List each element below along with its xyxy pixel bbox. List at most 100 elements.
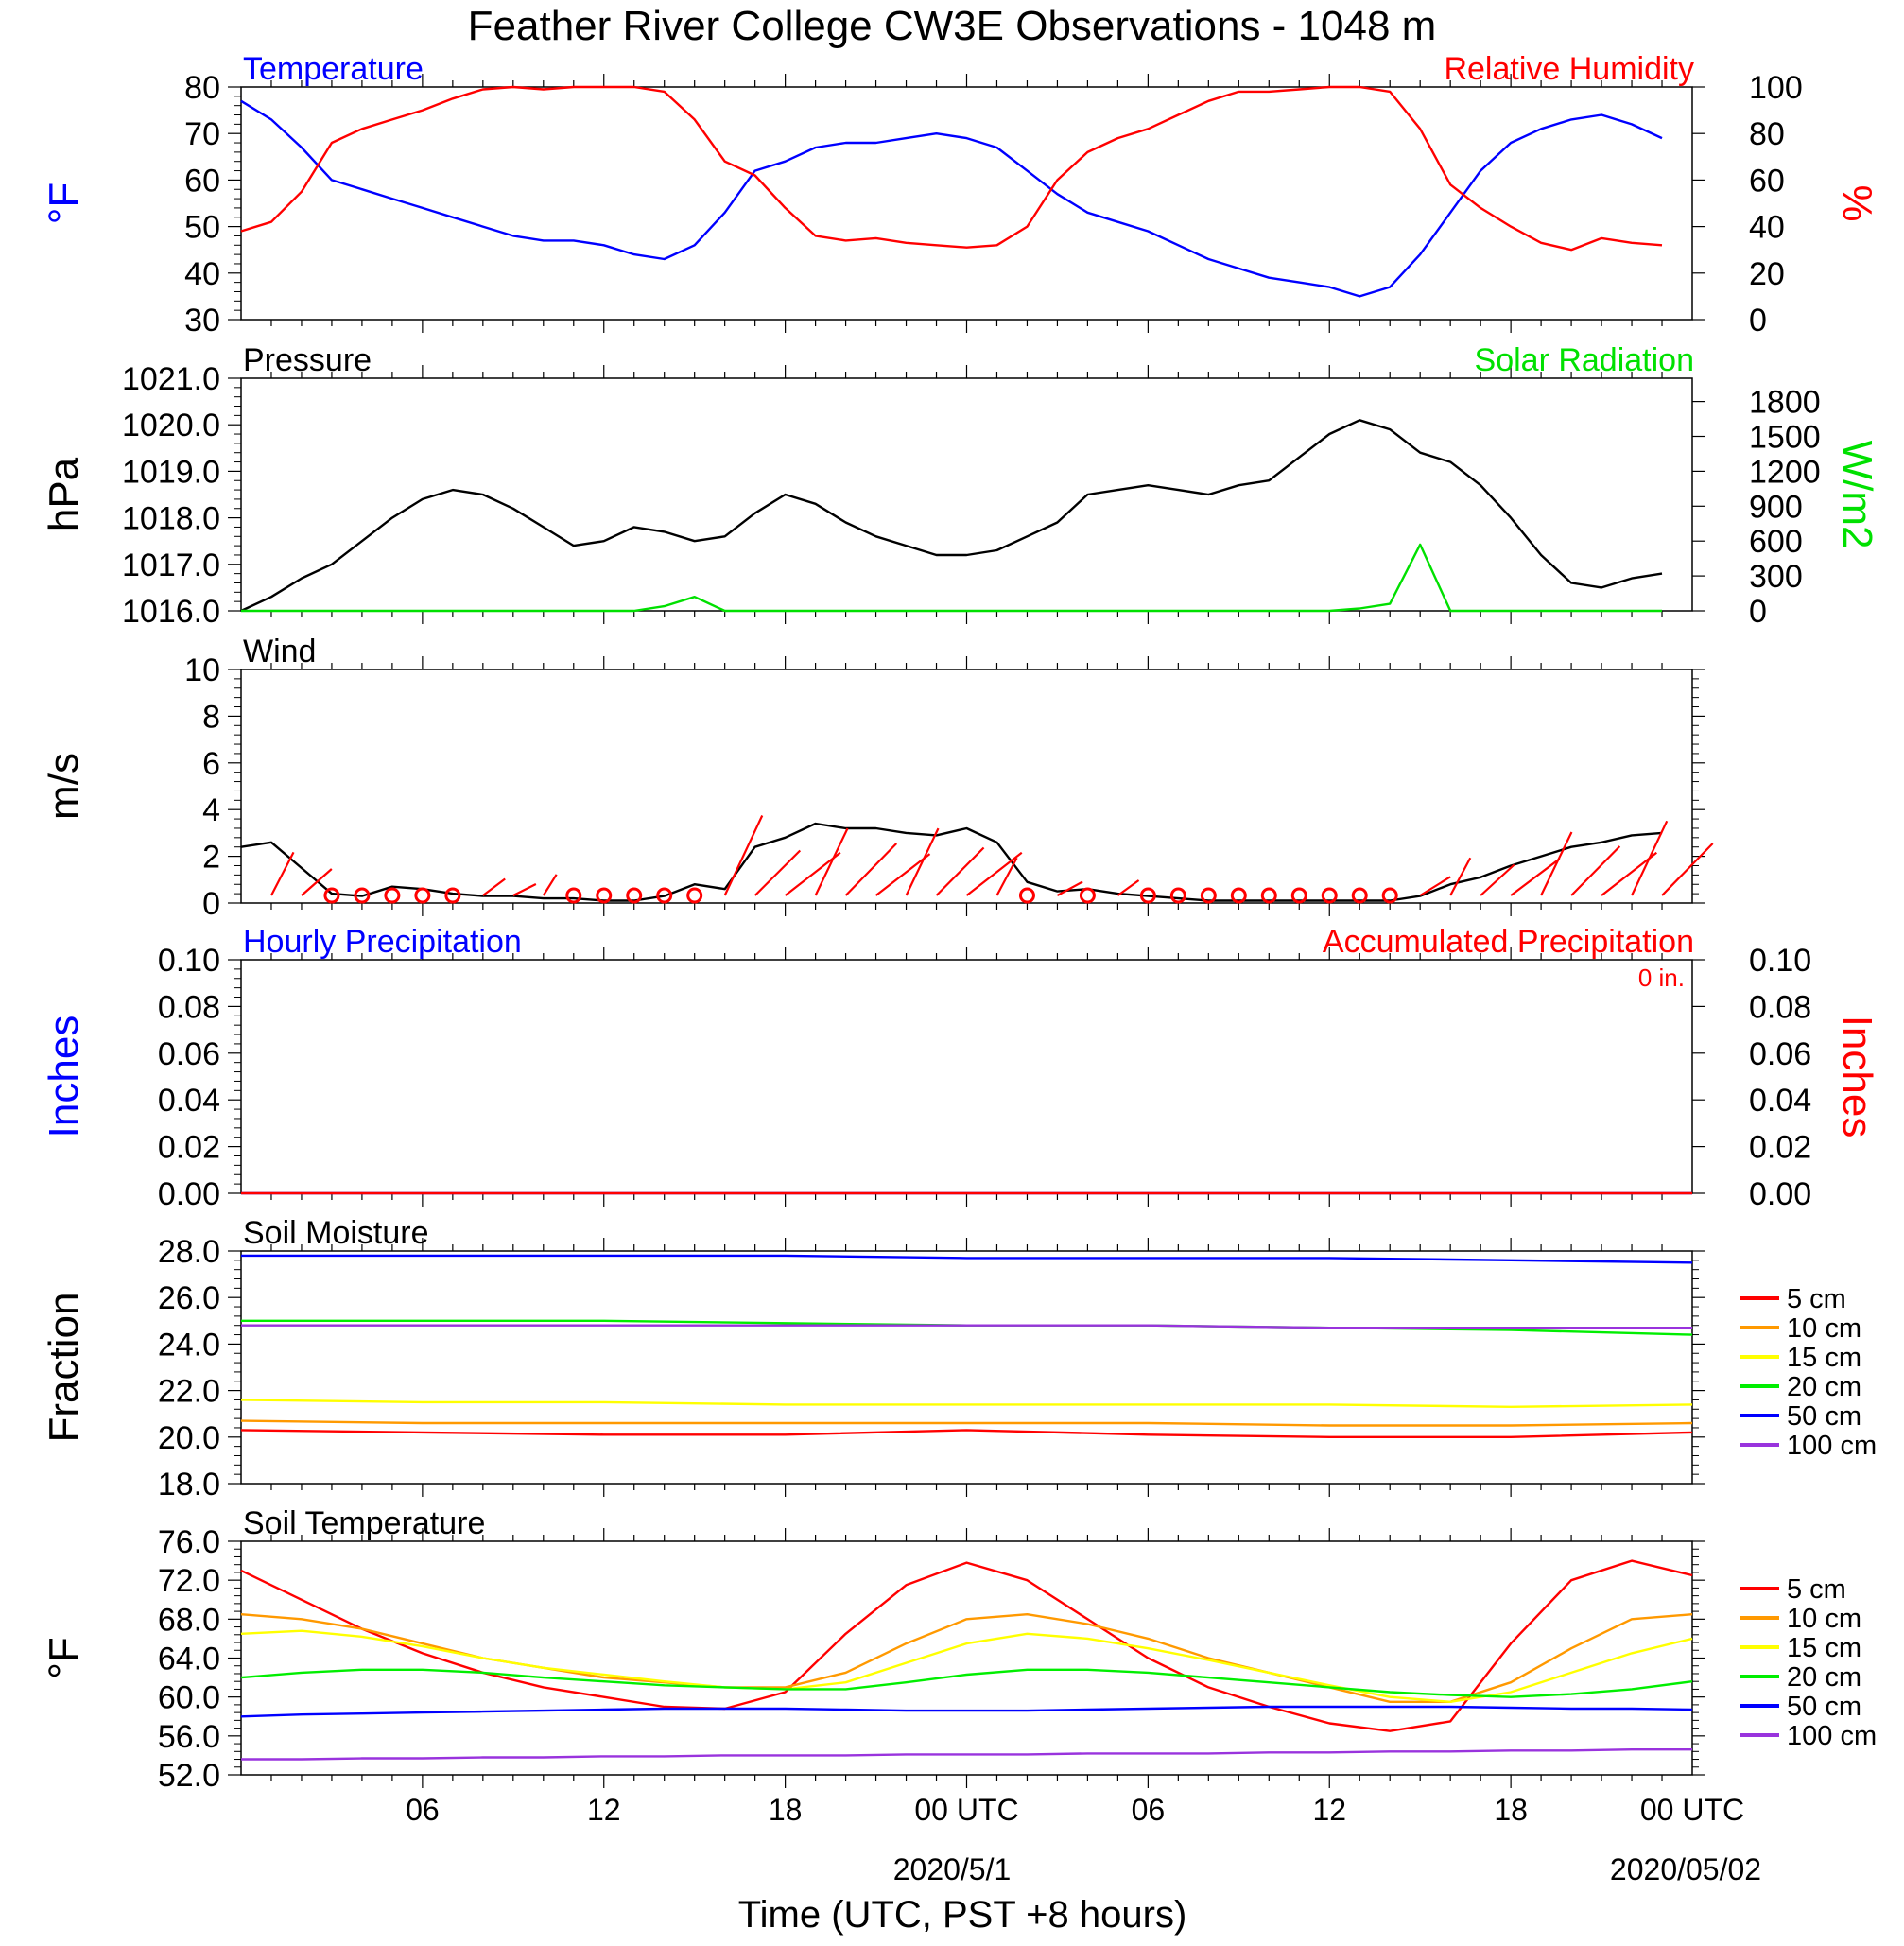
- calm-marker: [1321, 887, 1338, 904]
- series-line-100-cm: [241, 1747, 1692, 1761]
- wind-barb: [1056, 880, 1083, 896]
- y-tick-label: 1016.0: [122, 594, 220, 630]
- y-tick-label: 26.0: [158, 1280, 220, 1316]
- legend-label: 100 cm: [1787, 1431, 1877, 1461]
- x-date-label: 2020/05/02: [1610, 1852, 1761, 1886]
- y-axis-title-right: %: [1834, 184, 1880, 221]
- y-axis-title-right: W/m2: [1834, 441, 1880, 549]
- y-tick-label-right: 1200: [1749, 454, 1821, 490]
- wind-barb: [995, 857, 1018, 896]
- calm-marker: [1290, 887, 1307, 904]
- y-tick-label: 1017.0: [122, 547, 220, 583]
- legend-label: 20 cm: [1787, 1372, 1861, 1402]
- panel-label-right: Relative Humidity: [1444, 51, 1694, 87]
- calm-marker: [354, 887, 371, 904]
- panel-hourly-precipitation: 0.00 0.02 0.04 0.06 0.08 0.10 0.00 0.02 0.04 0.06…: [41, 924, 1880, 1212]
- panel-label-right: Solar Radiation: [1475, 342, 1694, 378]
- wind-barb: [542, 874, 558, 896]
- y-tick-label: 1020.0: [122, 408, 220, 443]
- y-tick-label: 80: [184, 70, 220, 106]
- calm-marker: [414, 887, 431, 904]
- x-tick-label: 18: [1494, 1793, 1528, 1827]
- y-tick-label: 52.0: [158, 1758, 220, 1794]
- y-tick-label-right: 600: [1749, 524, 1803, 560]
- legend-label: 15 cm: [1787, 1633, 1861, 1663]
- y-axis-title-right: Inches: [1834, 1016, 1880, 1138]
- plot-frame: [240, 1250, 1693, 1485]
- y-tick-label-right: 1800: [1749, 385, 1821, 421]
- wind-barb: [1510, 858, 1561, 896]
- y-axis-title-left: °F: [41, 1637, 87, 1678]
- wind-barbs: [270, 815, 1714, 904]
- series-line-15-cm: [240, 1629, 1693, 1704]
- series-line-solar-radiation: [241, 543, 1662, 613]
- y-tick-label: 20.0: [158, 1420, 220, 1456]
- y-tick-label-right: 40: [1749, 210, 1785, 246]
- wind-barb: [1116, 879, 1140, 896]
- wind-barb: [1540, 831, 1573, 896]
- wind-barb: [1601, 851, 1657, 896]
- wind-barb: [482, 877, 506, 896]
- wind-barb: [512, 883, 537, 896]
- y-axis-title-left: m/s: [41, 753, 87, 820]
- y-tick-label: 72.0: [158, 1563, 220, 1599]
- wind-barb: [270, 851, 295, 896]
- x-axis-label: Time (UTC, PST +8 hours): [738, 1894, 1187, 1936]
- series-line-50-cm: [240, 1705, 1693, 1718]
- y-tick-label: 70: [184, 116, 220, 152]
- plot-frame: [240, 377, 1693, 612]
- calm-marker: [384, 887, 401, 904]
- wind-barb: [301, 868, 333, 896]
- y-tick-label: 30: [184, 303, 220, 339]
- series-line-50-cm: [241, 1254, 1693, 1264]
- calm-marker: [1169, 887, 1186, 904]
- calm-marker: [323, 887, 340, 904]
- figure-title: Feather River College CW3E Observations …: [468, 3, 1437, 49]
- y-tick-label: 0.08: [158, 989, 220, 1025]
- calm-marker: [1200, 887, 1217, 904]
- y-tick-label-right: 0.10: [1749, 943, 1811, 979]
- legend-label: 5 cm: [1787, 1284, 1846, 1314]
- panel-wind: 0 2 4 6 8 10 Wind m/s: [41, 634, 1705, 922]
- x-tick-label: 06: [1132, 1793, 1166, 1827]
- y-tick-label: 2: [202, 840, 220, 876]
- panel-label-left: Soil Temperature: [243, 1505, 485, 1541]
- series-line-wind: [240, 822, 1663, 902]
- wind-barb: [784, 851, 841, 896]
- calm-marker: [1381, 887, 1398, 904]
- series-line-100-cm: [241, 1324, 1692, 1329]
- wind-barb: [1449, 857, 1472, 896]
- series-line-10-cm: [240, 1419, 1693, 1427]
- calm-marker: [626, 887, 643, 904]
- y-tick-label: 6: [202, 746, 220, 782]
- calm-marker: [1230, 887, 1247, 904]
- y-tick-label-right: 1500: [1749, 420, 1821, 456]
- y-tick-label: 0.00: [158, 1176, 220, 1212]
- y-axis-title-left: Inches: [41, 1016, 87, 1138]
- series-line-pressure: [240, 419, 1663, 613]
- y-tick-label: 56.0: [158, 1719, 220, 1755]
- legend-label: 15 cm: [1787, 1343, 1861, 1373]
- x-date-label: 2020/5/1: [893, 1852, 1012, 1886]
- calm-marker: [596, 887, 613, 904]
- y-axis-title-left: °F: [41, 182, 87, 224]
- y-tick-label: 64.0: [158, 1642, 220, 1677]
- panel-soil-temperature: 52.056.060.064.0 68.072.076.0 Soil Tempera…: [41, 1505, 1877, 1827]
- wind-barb: [1419, 876, 1451, 896]
- y-tick-label: 40: [184, 256, 220, 292]
- y-tick-label: 4: [202, 792, 220, 828]
- legend-label: 50 cm: [1787, 1401, 1861, 1432]
- y-tick-label: 1018.0: [122, 501, 220, 537]
- y-tick-label: 60: [184, 163, 220, 199]
- wind-barb: [814, 827, 849, 896]
- legend-label: 20 cm: [1787, 1662, 1861, 1693]
- wind-barb: [935, 846, 985, 896]
- y-tick-label-right: 20: [1749, 256, 1785, 292]
- panel-label-left: Soil Moisture: [243, 1215, 429, 1251]
- wind-barb: [844, 843, 898, 896]
- wind-barb: [1631, 820, 1669, 896]
- calm-marker: [1079, 887, 1096, 904]
- panel-pressure: 1016.0 1017.0 1018.0 1019.0 1020.0 1021.0 0300…: [41, 342, 1880, 630]
